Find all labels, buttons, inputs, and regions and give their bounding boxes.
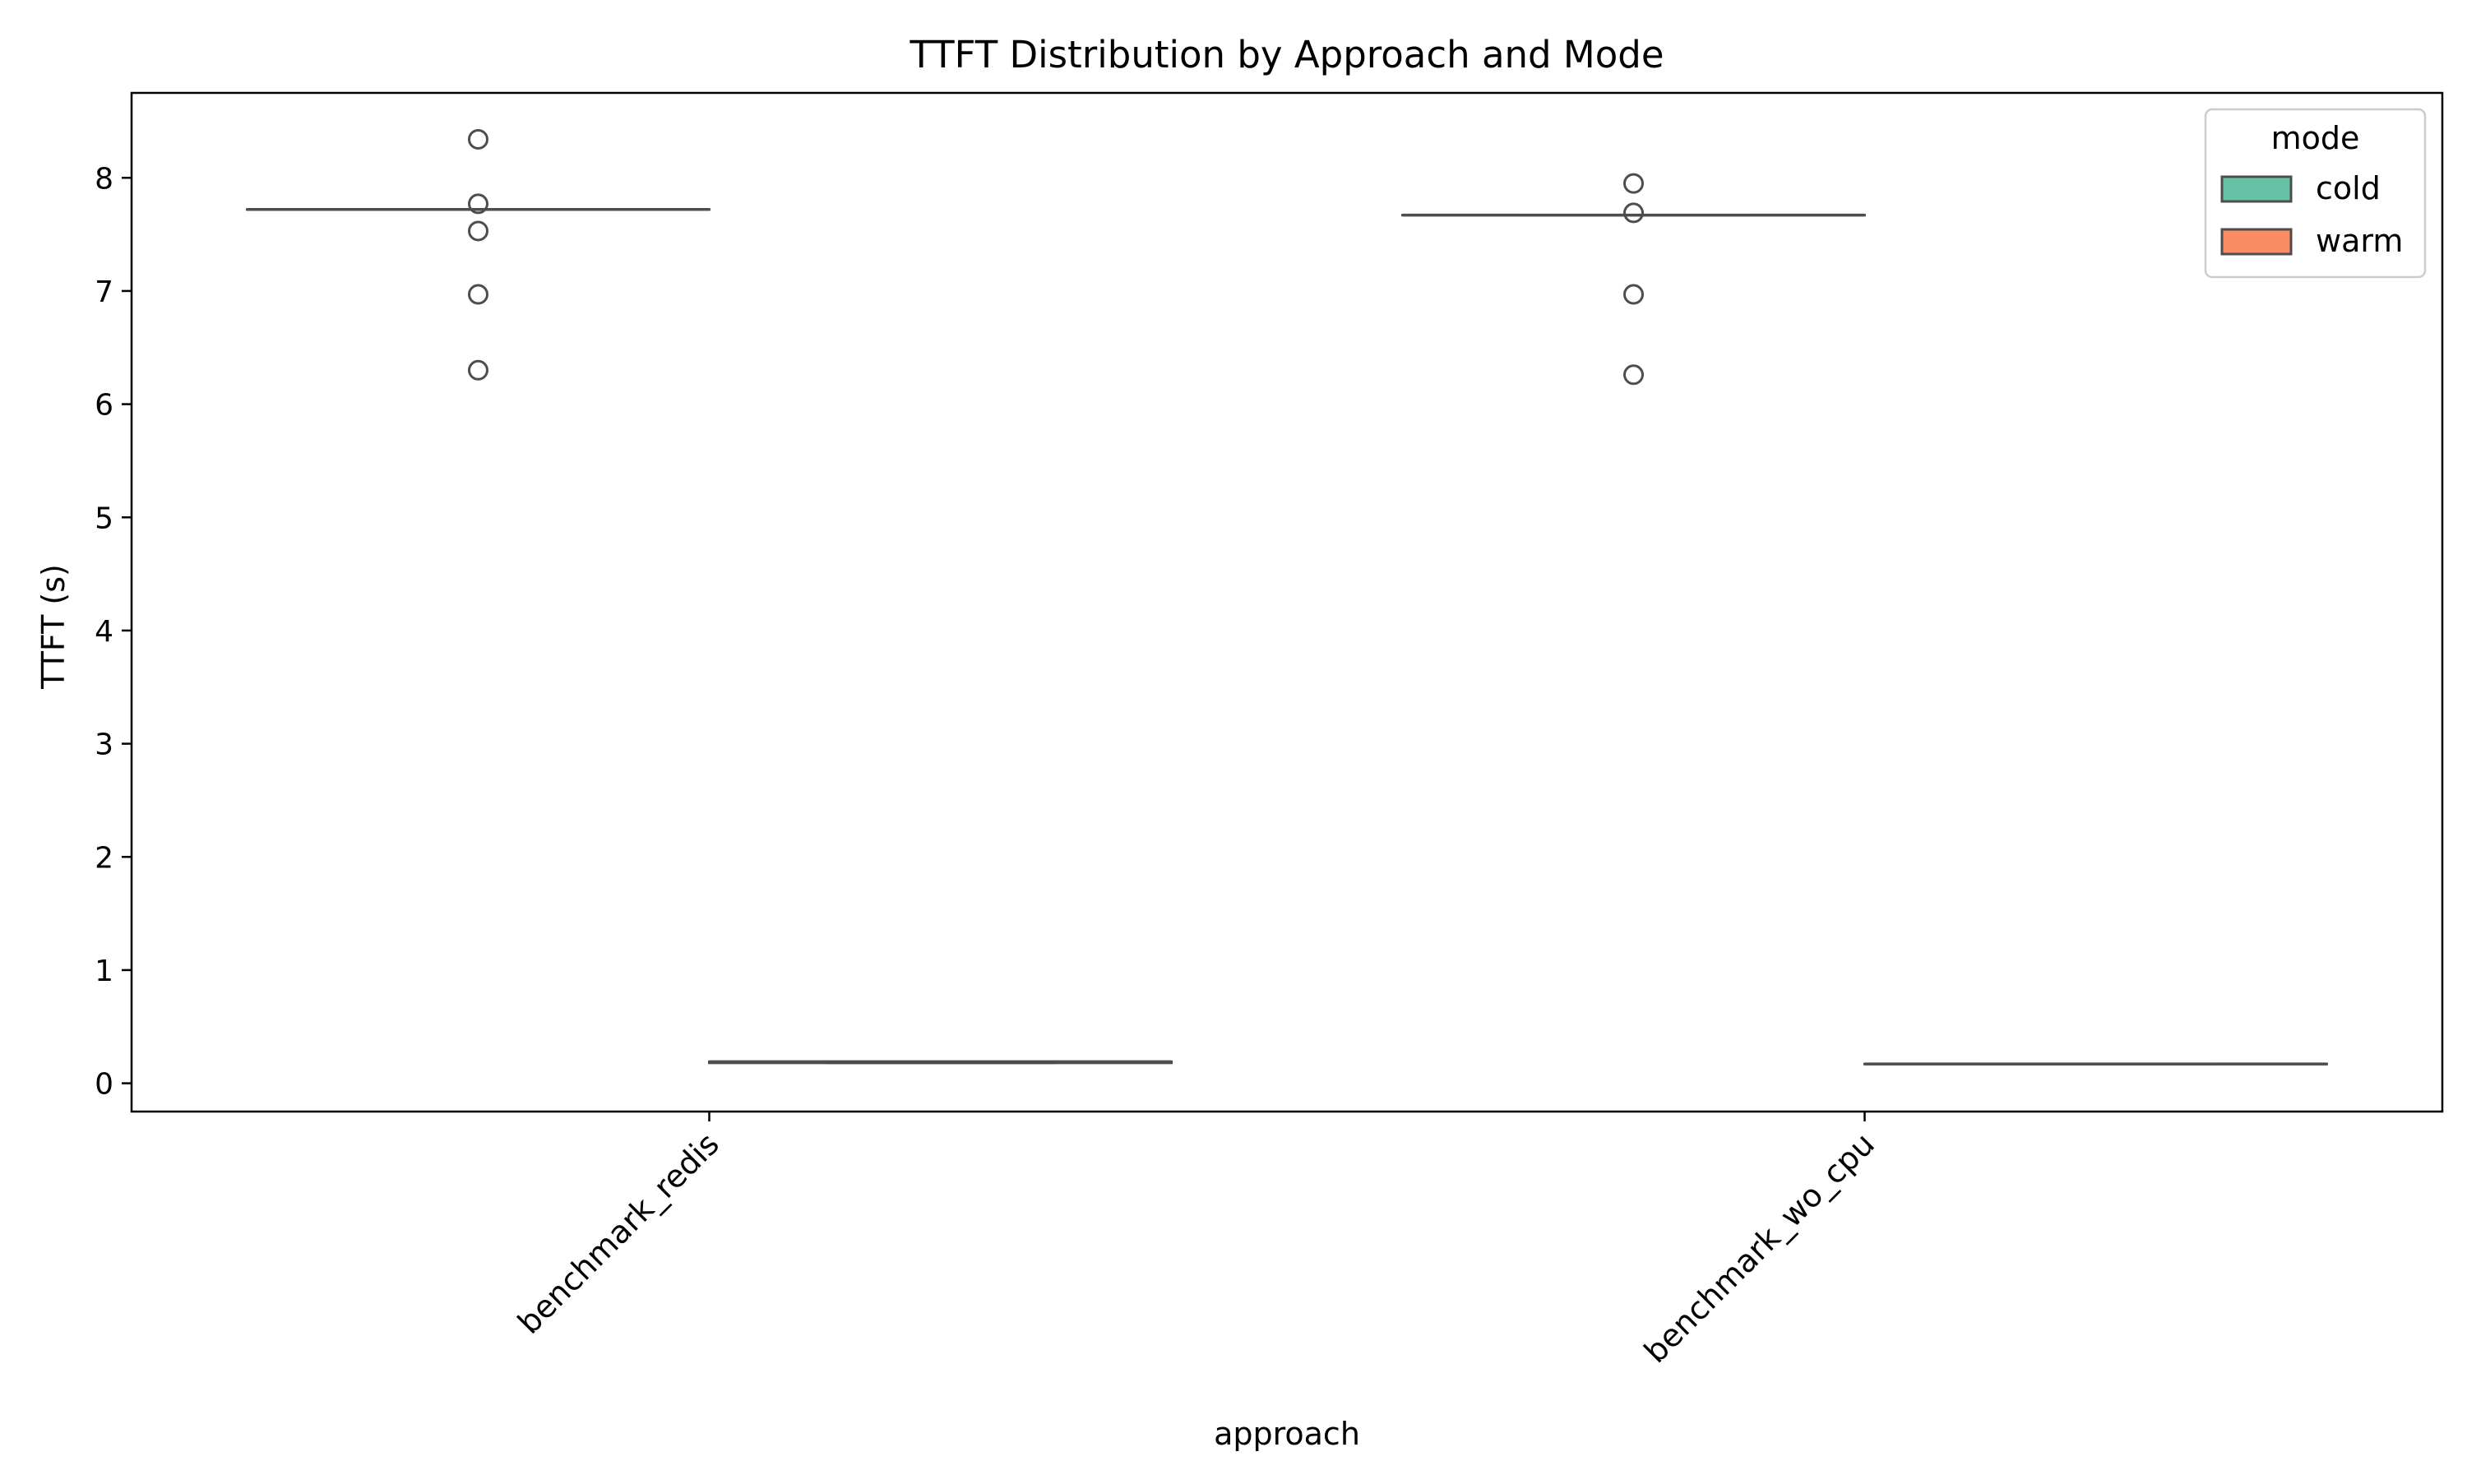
outlier-point-cold-benchmark_wo_cpu-1 xyxy=(1625,204,1643,222)
y-tick-label-7: 7 xyxy=(95,275,113,309)
legend-swatch-cold xyxy=(2222,177,2291,201)
y-tick-label-6: 6 xyxy=(95,389,113,423)
legend-swatch-warm xyxy=(2222,229,2291,254)
plot-area-frame xyxy=(132,93,2442,1112)
x-axis: benchmark_redis benchmark_wo_cpu xyxy=(511,1112,1881,1370)
outlier-point-cold-benchmark_wo_cpu-3 xyxy=(1625,366,1643,384)
y-axis: 0 1 2 3 4 5 6 7 8 xyxy=(95,162,132,1101)
box-group-warm-benchmark_redis xyxy=(710,1061,1172,1062)
legend-title: mode xyxy=(2271,120,2360,156)
x-tick-label-benchmark_wo_cpu: benchmark_wo_cpu xyxy=(1637,1126,1881,1370)
outlier-point-cold-benchmark_redis-0 xyxy=(470,130,488,148)
y-tick-label-1: 1 xyxy=(95,955,113,988)
y-tick-label-3: 3 xyxy=(95,728,113,762)
outlier-point-cold-benchmark_wo_cpu-2 xyxy=(1625,285,1643,303)
y-tick-label-8: 8 xyxy=(95,162,113,196)
y-axis-label: TTFT (s) xyxy=(35,564,72,690)
box-group-cold-benchmark_wo_cpu xyxy=(1403,174,1865,384)
legend-label-cold: cold xyxy=(2316,170,2381,206)
y-tick-label-0: 0 xyxy=(95,1068,113,1102)
box-group-cold-benchmark_redis xyxy=(248,130,710,379)
y-tick-label-5: 5 xyxy=(95,502,113,535)
outlier-point-cold-benchmark_redis-2 xyxy=(470,222,488,240)
outlier-point-cold-benchmark_redis-4 xyxy=(470,361,488,379)
legend-label-warm: warm xyxy=(2316,223,2403,259)
outlier-point-cold-benchmark_wo_cpu-0 xyxy=(1625,174,1643,192)
outlier-point-cold-benchmark_redis-3 xyxy=(470,285,488,303)
x-tick-label-benchmark_redis: benchmark_redis xyxy=(511,1126,726,1341)
plot-marks xyxy=(248,130,2327,1064)
y-tick-label-4: 4 xyxy=(95,615,113,649)
legend: mode cold warm xyxy=(2205,109,2425,277)
x-axis-label: approach xyxy=(1214,1416,1360,1452)
y-tick-label-2: 2 xyxy=(95,841,113,875)
chart-title: TTFT Distribution by Approach and Mode xyxy=(909,33,1664,76)
